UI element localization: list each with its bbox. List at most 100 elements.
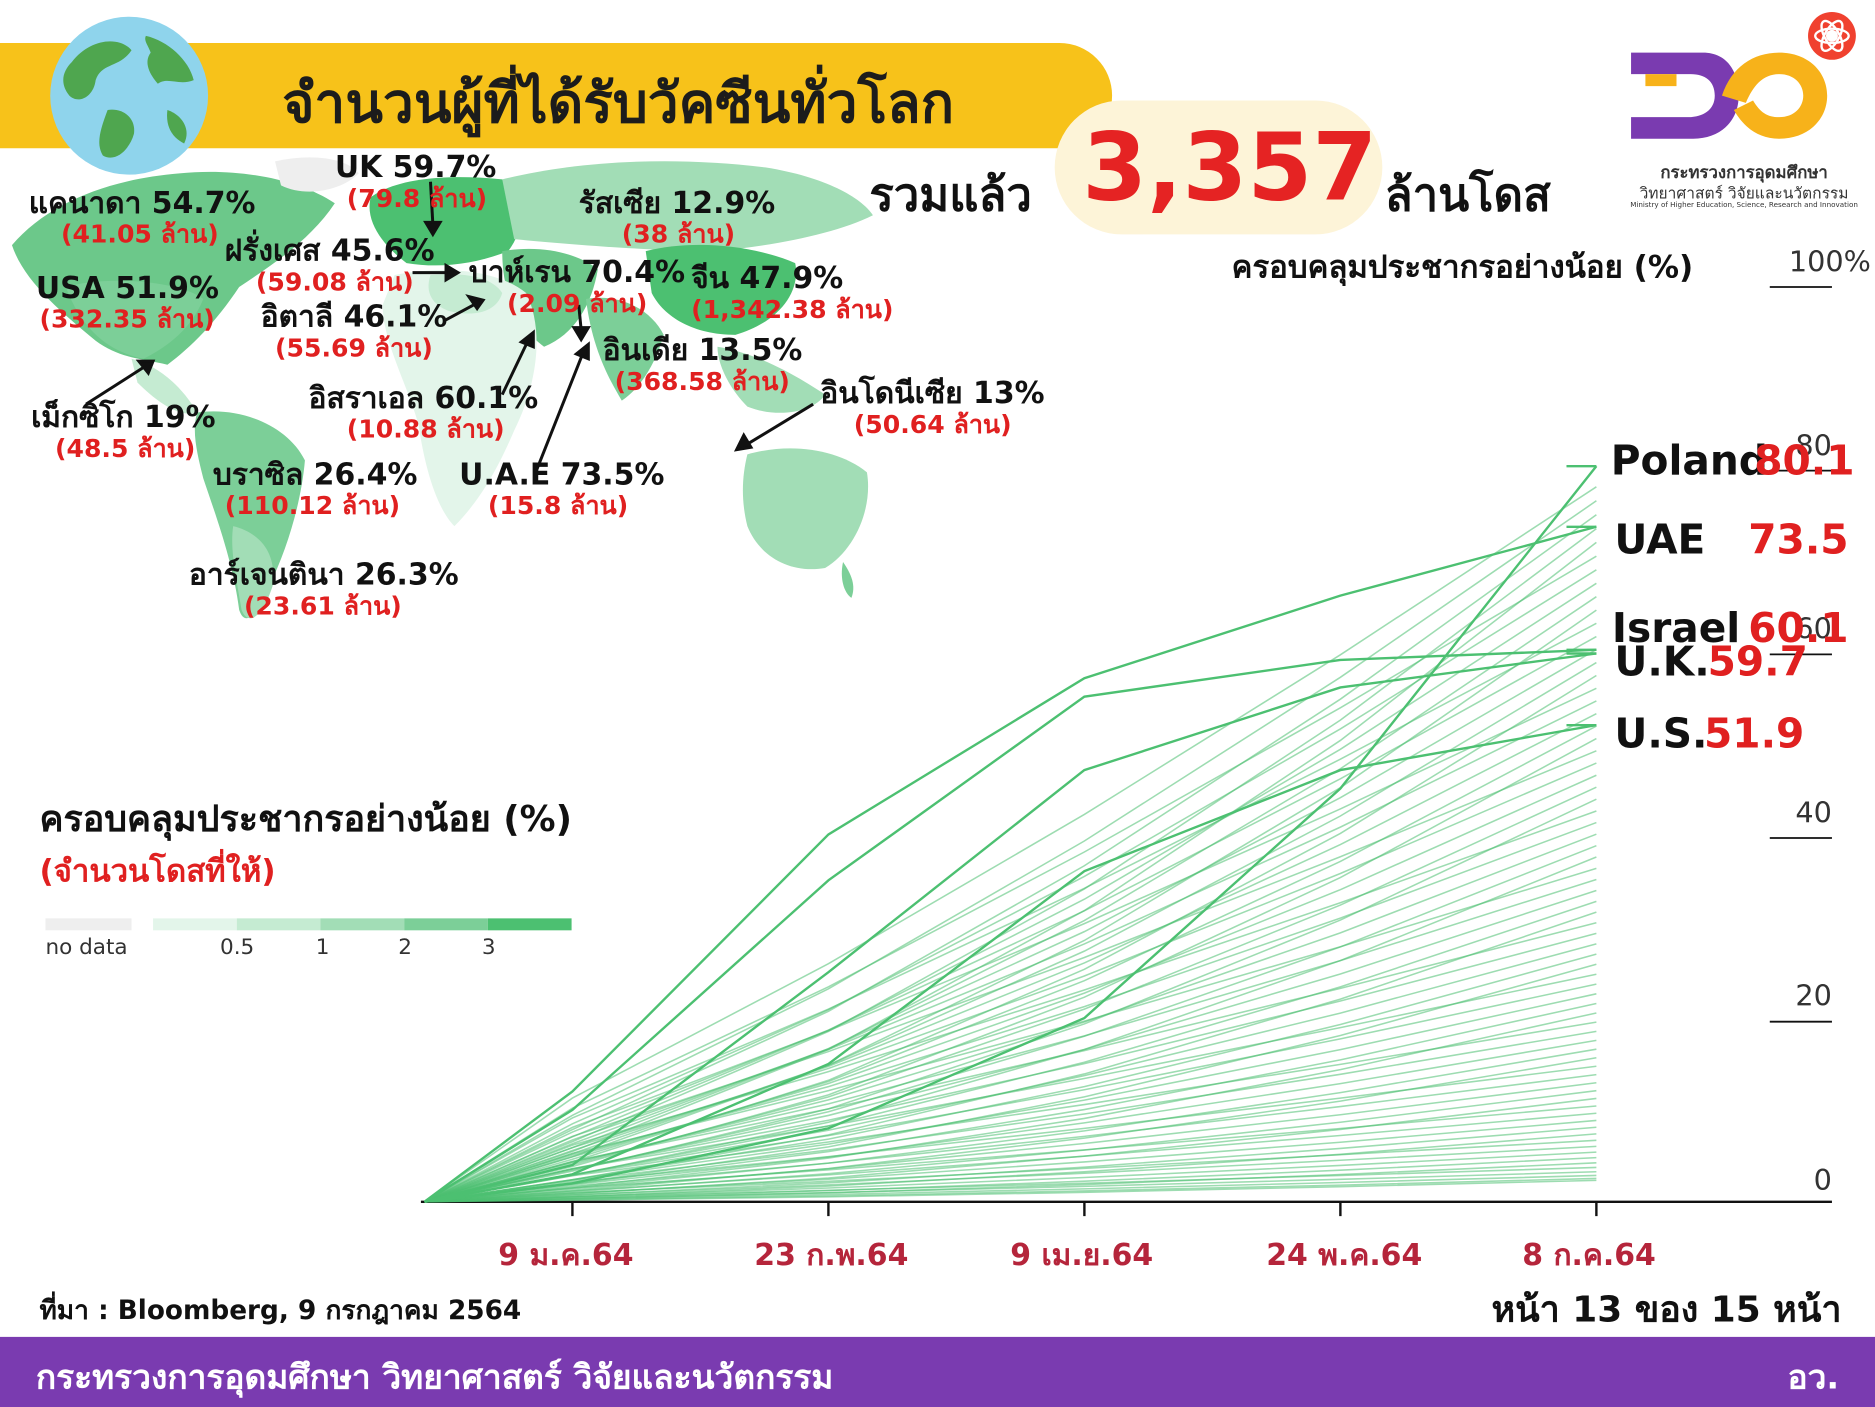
country-line xyxy=(424,1012,1597,1203)
country-line xyxy=(424,911,1597,1203)
series-callout-uae: UAE 73.5 xyxy=(1614,516,1848,565)
country-line xyxy=(424,1139,1597,1203)
legend-swatch xyxy=(487,918,572,931)
callout-country: Poland xyxy=(1610,437,1768,486)
country-line xyxy=(424,856,1597,1203)
country-line xyxy=(424,1177,1597,1203)
country-line xyxy=(424,687,1597,1203)
series-callout-israel: Israel 60.1 xyxy=(1612,605,1849,653)
y-tick-label: 0 xyxy=(1813,1163,1832,1197)
country-line xyxy=(424,1082,1597,1203)
total-prefix: รวมแล้ว xyxy=(869,168,1032,222)
legend-break-label: 1 xyxy=(315,935,330,961)
country-line xyxy=(424,569,1597,1203)
country-line xyxy=(424,661,1597,1203)
legend-swatch xyxy=(153,918,237,931)
callout-value: 60.1 xyxy=(1748,605,1849,653)
country-line xyxy=(424,1145,1597,1203)
country-line xyxy=(424,582,1597,1203)
map-label-italy: อิตาลี 46.1% (55.69 ล้าน) xyxy=(260,298,448,363)
map-label-argentina: อาร์เจนตินา 26.3% (23.61 ล้าน) xyxy=(188,557,459,621)
country-line xyxy=(424,963,1597,1203)
country-line xyxy=(424,1021,1597,1203)
country-line xyxy=(424,1089,1597,1203)
y-tick-label: 20 xyxy=(1795,979,1832,1014)
country-line xyxy=(424,900,1597,1203)
country-line xyxy=(424,1097,1597,1203)
callout-value: 80.1 xyxy=(1754,437,1855,486)
map-label-russia: รัสเซีย 12.9% (38 ล้าน) xyxy=(578,185,776,249)
y-tick-label: 80 xyxy=(1795,428,1832,463)
country-line xyxy=(424,762,1597,1203)
country-line xyxy=(424,786,1597,1203)
country-line xyxy=(424,867,1597,1203)
callout-value: 51.9 xyxy=(1704,710,1805,759)
footer-bar xyxy=(0,1336,1875,1407)
page-number: หน้า 13 ของ 15 หน้า xyxy=(1491,1289,1842,1331)
country-line xyxy=(424,737,1597,1203)
map-label-india: อินเดีย 13.5% (368.58 ล้าน) xyxy=(602,332,803,396)
map-label-china: จีน 47.9% (1,342.38 ล้าน) xyxy=(691,260,894,325)
legend-swatch xyxy=(404,918,488,931)
logo-caption-th2: วิทยาศาสตร์ วิจัยและนวัตกรรม xyxy=(1639,185,1849,204)
country-line xyxy=(424,1179,1597,1203)
country-line xyxy=(424,1030,1597,1203)
country-line xyxy=(424,1073,1597,1203)
country-line xyxy=(424,774,1597,1203)
logo-caption-en: Ministry of Higher Education, Science, R… xyxy=(1630,200,1858,210)
callout-country: UAE xyxy=(1614,516,1706,565)
map-label-mexico: เม็กซิโก 19% (48.5 ล้าน) xyxy=(31,399,216,463)
chart-title: ครอบคลุมประชากรอย่างน้อย (%) xyxy=(1231,249,1694,286)
legend-swatch xyxy=(236,918,321,931)
legend-swatch xyxy=(320,918,405,931)
x-tick-label: 23 ก.พ.64 xyxy=(754,1237,909,1273)
country-line xyxy=(424,1133,1597,1203)
country-line xyxy=(424,810,1597,1203)
legend-swatch-no-data xyxy=(45,918,132,931)
country-line xyxy=(424,725,1597,1203)
country-line xyxy=(424,878,1597,1203)
x-tick-label: 9 ม.ค.64 xyxy=(498,1237,634,1273)
country-line xyxy=(424,1126,1597,1203)
country-line xyxy=(424,1105,1597,1203)
source-note: ที่มา : Bloomberg, 9 กรกฎาคม 2564 xyxy=(39,1296,522,1327)
x-tick-label: 8 ก.ค.64 xyxy=(1522,1237,1656,1273)
country-line xyxy=(424,798,1597,1203)
map-label-bahrain: บาห์เรน 70.4% (2.09 ล้าน) xyxy=(468,254,686,319)
map-label-uae: U.A.E 73.5% (15.8 ล้าน) xyxy=(459,456,665,521)
ministry-logo xyxy=(1631,11,1856,139)
country-line xyxy=(424,1112,1597,1203)
country-line xyxy=(424,596,1597,1203)
country-line xyxy=(424,943,1597,1203)
country-line xyxy=(424,1162,1597,1203)
x-tick-label: 24 พ.ค.64 xyxy=(1266,1237,1423,1273)
page-title: จำนวนผู้ที่ได้รับวัคซีนทั่วโลก xyxy=(282,70,955,136)
country-line xyxy=(424,1039,1597,1203)
callout-country: U.K. xyxy=(1614,638,1710,687)
country-line xyxy=(424,993,1597,1203)
map-legend-title: ครอบคลุมประชากรอย่างน้อย (%) xyxy=(39,798,572,841)
country-line xyxy=(424,973,1597,1203)
country-line xyxy=(424,1156,1597,1203)
series-callout-us: U.S. 51.9 xyxy=(1614,710,1804,758)
series-callout-uk: U.K. 59.7 xyxy=(1614,638,1808,687)
series-callout-poland: Poland 80.1 xyxy=(1610,437,1855,486)
x-tick-label: 9 เม.ย.64 xyxy=(1010,1237,1154,1273)
country-line xyxy=(424,1065,1597,1203)
country-line xyxy=(424,889,1597,1203)
country-line xyxy=(424,648,1597,1203)
series-line-uk xyxy=(424,652,1597,1203)
country-line xyxy=(424,1166,1597,1203)
total-suffix: ล้านโดส xyxy=(1384,168,1551,222)
legend-break-label: 2 xyxy=(398,935,412,961)
country-line xyxy=(424,635,1597,1203)
map-label-indonesia: อินโดนีเซีย 13% (50.64 ล้าน) xyxy=(820,375,1045,439)
country-line xyxy=(424,1174,1597,1203)
total-pill xyxy=(1054,100,1383,235)
legend-no-data-label: no data xyxy=(45,935,128,961)
country-line xyxy=(424,844,1597,1203)
country-line xyxy=(424,555,1597,1203)
country-line xyxy=(424,821,1597,1203)
country-line xyxy=(424,712,1597,1203)
